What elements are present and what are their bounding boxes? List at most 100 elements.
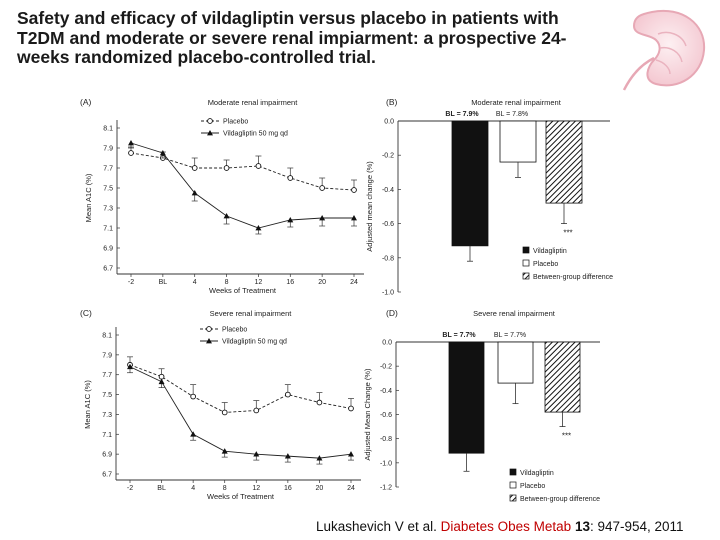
x-tick-label: 20 [318,279,326,286]
chart-title: Moderate renal impairment [471,98,562,107]
legend-label-vildagliptin: Vildagliptin 50 mg qd [223,131,288,138]
legend-swatch-vildagliptin [509,468,517,476]
y-tick-label: 7.7 [102,372,112,379]
vildagliptin-point [127,363,133,370]
legend-label-placebo: Placebo [520,483,545,490]
vildagliptin-point [319,215,326,221]
y-tick-label: 7.3 [103,206,113,213]
y-tick-label: -0.2 [380,364,392,371]
y-tick-label: 7.3 [102,412,112,419]
x-tick-label: 12 [252,485,260,492]
citation-authors: Lukashevich V et al. [316,519,437,534]
placebo-point [348,405,354,412]
baseline-label-placebo: BL = 7.8% [496,111,528,118]
baseline-label-vildagliptin: BL = 7.7% [442,332,476,339]
legend-label-between-group: Between-group difference [520,496,600,503]
chart-title: Severe renal impairment [210,309,293,318]
legend-label-vildagliptin: Vildagliptin 50 mg qd [222,339,287,346]
y-axis-label: Mean A1C (%) [84,173,93,222]
vildagliptin-point [191,190,198,196]
placebo-point [351,187,357,193]
y-tick-label: 8.1 [102,333,112,340]
bar-vildagliptin [451,120,489,247]
y-tick-label: 7.1 [103,226,113,233]
series-line-vildagliptin [129,366,352,459]
bar-vildagliptin [448,341,485,454]
placebo-point [253,407,260,414]
bar-between-group [544,341,581,413]
chart-title: Severe renal impairment [473,309,556,318]
slide-title: Safety and efficacy of vildagliptin vers… [17,8,567,67]
legend-swatch-placebo [509,481,517,489]
vildagliptin-point [255,225,262,231]
placebo-point [319,185,325,191]
vildagliptin-point [159,150,166,156]
series-line-placebo [129,364,352,413]
legend-marker-placebo [207,118,213,124]
vildagliptin-point [253,451,260,457]
x-tick-label: -2 [128,279,134,286]
placebo-point [287,175,294,181]
x-tick-label: 4 [193,279,197,286]
y-tick-label: -0.2 [382,153,394,160]
legend-marker-placebo [206,326,212,332]
baseline-label-placebo: BL = 7.7% [494,332,526,339]
y-tick-label: 7.5 [103,186,113,193]
x-tick-label: 24 [347,485,355,492]
y-tick-label: 8.1 [103,126,113,133]
significance-annotation: *** [562,432,571,441]
legend-label-placebo: Placebo [533,261,558,268]
y-tick-label: -1.2 [380,485,392,492]
panel-label: (B) [386,97,398,107]
y-tick-label: 6.9 [102,452,112,459]
x-tick-label: 16 [286,279,294,286]
placebo-point [191,165,198,171]
chart-title: Moderate renal impairment [208,98,299,107]
legend-label-placebo: Placebo [223,119,248,126]
legend-marker-vildagliptin [206,338,212,344]
y-tick-label: 6.7 [103,266,113,273]
x-tick-label: -2 [127,485,133,492]
y-tick-label: -1.0 [380,460,392,467]
legend-label-vildagliptin: Vildagliptin [533,248,567,255]
citation-pages: : 947-954, 2011 [589,519,684,534]
legend-label-between-group: Between-group difference [533,274,613,281]
legend-swatch-vildagliptin [522,246,530,254]
panel-label: (C) [80,308,92,318]
x-tick-label: 8 [223,485,227,492]
y-tick-label: 0.0 [382,340,392,347]
y-tick-label: -1.0 [382,290,394,297]
placebo-point [221,409,228,416]
bar-between-group [545,120,583,204]
y-tick-label: 0.0 [384,119,394,126]
y-tick-label: -0.8 [382,255,394,262]
placebo-point [223,165,230,171]
x-axis-label: Weeks of Treatment [207,492,275,501]
y-tick-label: -0.6 [380,412,392,419]
placebo-point [158,373,165,380]
vildagliptin-point [190,431,197,437]
vildagliptin-point [128,140,134,146]
placebo-point [128,150,134,156]
significance-annotation: *** [563,229,572,238]
y-tick-label: 7.5 [102,392,112,399]
y-tick-label: -0.6 [382,221,394,228]
vildagliptin-point [316,455,323,461]
y-tick-label: 7.9 [102,352,112,359]
panel-label: (D) [386,308,398,318]
x-tick-label: 4 [191,485,195,492]
legend-label-vildagliptin: Vildagliptin [520,470,554,477]
citation-journal: Diabetes Obes Metab [440,519,572,534]
placebo-point [285,391,291,398]
bar-placebo [499,120,537,163]
bar-placebo [497,341,534,384]
baseline-label-vildagliptin: BL = 7.9% [445,111,479,118]
legend-swatch-placebo [522,259,530,267]
legend-label-placebo: Placebo [222,327,247,334]
y-tick-label: 7.9 [103,146,113,153]
placebo-point [190,393,196,400]
x-tick-label: 12 [255,279,263,286]
y-axis-label: Mean A1C (%) [83,380,92,429]
x-tick-label: 20 [316,485,324,492]
y-axis-label: Adjusted mean change (%) [365,161,374,252]
